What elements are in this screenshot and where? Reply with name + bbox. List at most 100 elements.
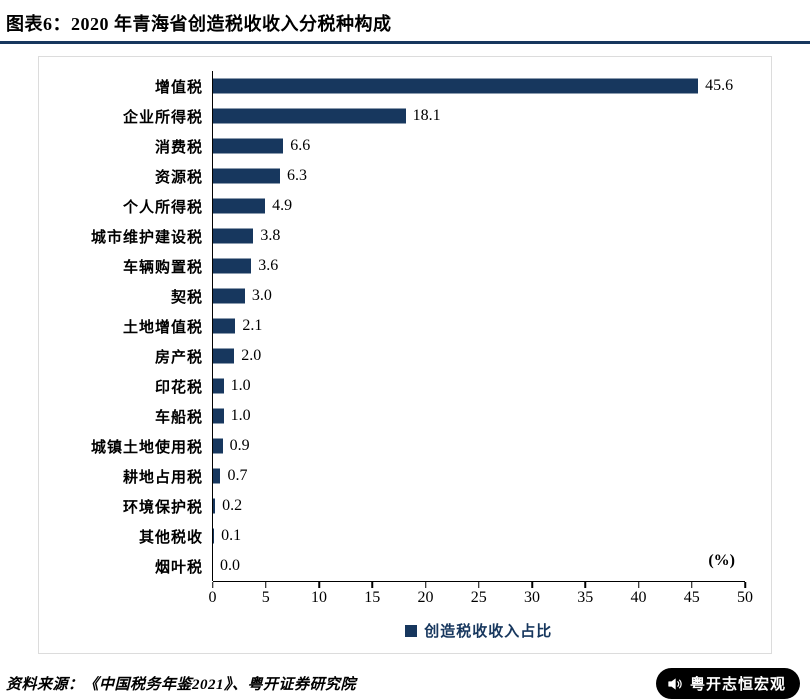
tick-label: 20 xyxy=(417,589,434,606)
bar xyxy=(213,108,406,124)
bar xyxy=(213,438,223,454)
chart-row: 资源税 6.3 xyxy=(43,161,745,191)
bar-track: 0.0 xyxy=(212,551,745,581)
tick-mark xyxy=(424,582,427,588)
tick-mark xyxy=(531,582,533,588)
tick-mark xyxy=(584,582,586,588)
chart-legend: 创造税收收入占比 xyxy=(213,620,746,641)
category-label: 个人所得税 xyxy=(122,199,203,216)
chart-row: 环境保护税 0.2 xyxy=(43,491,745,521)
bar xyxy=(213,198,266,214)
bar xyxy=(213,78,699,94)
chart-row: 个人所得税 4.9 xyxy=(43,191,745,221)
bar-track: 0.2 xyxy=(212,491,745,521)
chart-footer: 资料来源：《中国税务年鉴2021》、粤开证券研究院 粤开志恒宏观 xyxy=(0,654,810,699)
category-label: 契税 xyxy=(170,289,203,306)
tick-label: 10 xyxy=(311,589,327,606)
chart-row: 车船税 1.0 xyxy=(43,401,745,431)
category-label: 土地增值税 xyxy=(122,319,203,336)
tick-label: 45 xyxy=(683,589,700,606)
value-label: 6.6 xyxy=(290,137,311,154)
tick-mark xyxy=(211,582,214,588)
bar xyxy=(213,528,215,544)
chart-row: 消费税 6.6 xyxy=(43,131,745,161)
bar xyxy=(213,498,216,514)
chart-rows: 增值税 45.6 企业所得税 18.1 消费税 6.6 资源税 6.3 个人所得税 4.9 城市维护… xyxy=(43,71,745,581)
value-label: 6.3 xyxy=(287,167,308,184)
tick-mark xyxy=(371,582,373,588)
value-label: 3.0 xyxy=(251,287,272,304)
legend-swatch xyxy=(405,624,418,637)
value-label: 1.0 xyxy=(230,407,251,424)
tick-label: 5 xyxy=(261,589,270,606)
category-label: 城市维护建设税 xyxy=(90,229,203,246)
value-label: 2.0 xyxy=(241,347,262,364)
bar xyxy=(213,228,254,244)
bar xyxy=(213,288,245,304)
tick-mark xyxy=(691,582,693,588)
tick-label: 15 xyxy=(364,589,381,606)
value-label: 3.8 xyxy=(260,227,281,244)
category-label: 增值税 xyxy=(154,79,203,96)
bar-track: 1.0 xyxy=(212,401,745,431)
category-label: 资源税 xyxy=(154,169,203,186)
chart-row: 企业所得税 18.1 xyxy=(43,101,745,131)
chart-row: 印花税 1.0 xyxy=(43,371,745,401)
category-label: 城镇土地使用税 xyxy=(90,439,203,456)
value-label: 18.1 xyxy=(412,107,441,124)
brand-badge-label: 粤开志恒宏观 xyxy=(689,676,786,693)
category-label: 耕地占用税 xyxy=(122,469,203,486)
category-label: 环境保护税 xyxy=(122,499,203,516)
chart-row: 房产税 2.0 xyxy=(43,341,745,371)
tick-label: 50 xyxy=(737,589,753,606)
category-label: 消费税 xyxy=(154,139,203,156)
bar-track: 3.6 xyxy=(212,251,745,281)
megaphone-icon xyxy=(667,676,683,692)
category-label: 印花税 xyxy=(154,379,203,396)
chart-row: 城市维护建设税 3.8 xyxy=(43,221,745,251)
value-label: 0.1 xyxy=(221,527,242,544)
source-text: 资料来源：《中国税务年鉴2021》、粤开证券研究院 xyxy=(6,677,357,693)
category-label: 房产税 xyxy=(154,349,203,366)
bar xyxy=(213,408,224,424)
chart-header: 图表6：2020 年青海省创造税收收入分税种构成 xyxy=(0,0,810,41)
brand-badge: 粤开志恒宏观 xyxy=(655,668,800,699)
tick-label: 35 xyxy=(577,589,594,606)
bar xyxy=(213,348,235,364)
chart-row: 耕地占用税 0.7 xyxy=(43,461,745,491)
x-axis: (%) 0 5 10 15 20 25 30 35 40 45 50 xyxy=(209,552,754,612)
chart-row: 车辆购置税 3.6 xyxy=(43,251,745,281)
bar-track: 0.7 xyxy=(212,461,745,491)
tick-mark xyxy=(744,582,746,588)
bar-track: 2.0 xyxy=(212,341,745,371)
category-label: 车船税 xyxy=(154,409,203,426)
tick-label: 40 xyxy=(630,589,647,606)
tick-mark xyxy=(478,582,480,588)
bar-track: 3.8 xyxy=(212,221,745,251)
bar-track: 0.9 xyxy=(212,431,745,461)
bar xyxy=(213,138,284,154)
chart-row: 其他税收 0.1 xyxy=(43,521,745,551)
value-label: 0.9 xyxy=(229,437,250,454)
chart-row: 增值税 45.6 xyxy=(43,71,745,101)
bar-track: 6.3 xyxy=(212,161,745,191)
tick-mark xyxy=(265,582,267,588)
bar-track: 18.1 xyxy=(212,101,745,131)
value-label: 3.6 xyxy=(258,257,279,274)
value-label: 0.7 xyxy=(227,467,248,484)
bar-track: 45.6 xyxy=(212,71,745,101)
chart-row: 城镇土地使用税 0.9 xyxy=(43,431,745,461)
bar xyxy=(213,168,281,184)
bar-chart: 增值税 45.6 企业所得税 18.1 消费税 6.6 资源税 6.3 个人所得税 4.9 城市维护… xyxy=(38,56,772,654)
legend-label: 创造税收收入占比 xyxy=(424,624,553,640)
bar xyxy=(213,378,224,394)
bar-track: 0.1 xyxy=(212,521,745,551)
chart-row: 土地增值税 2.1 xyxy=(43,311,745,341)
bar-track: 6.6 xyxy=(212,131,745,161)
unit-label: (%) xyxy=(708,552,735,569)
value-label: 0.0 xyxy=(220,557,240,574)
tick-label: 30 xyxy=(524,589,540,606)
category-label: 企业所得税 xyxy=(122,109,203,126)
value-label: 4.9 xyxy=(272,197,293,214)
tick-mark xyxy=(318,582,320,588)
